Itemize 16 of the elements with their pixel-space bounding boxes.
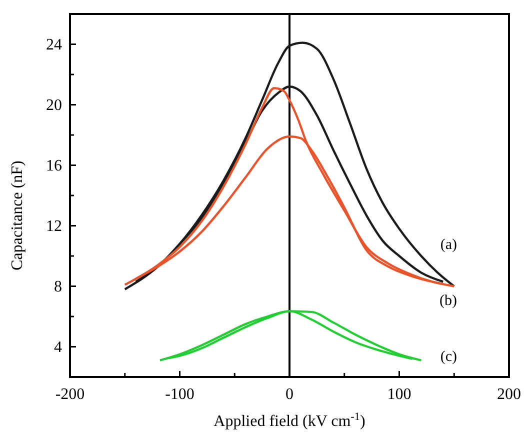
- y-tick-label: 4: [54, 338, 62, 356]
- y-tick-label: 20: [46, 96, 62, 114]
- annotation: (c): [440, 349, 457, 365]
- x-tick-label: 0: [286, 386, 294, 403]
- y-tick-label: 8: [54, 278, 62, 296]
- x-tick-label: 200: [497, 386, 521, 403]
- y-axis-title: Capacitance (nF): [9, 160, 26, 270]
- x-tick-label: -200: [55, 386, 85, 403]
- x-tick-label: 100: [387, 386, 412, 403]
- y-tick-label: 24: [46, 36, 62, 54]
- y-tick-label: 12: [46, 218, 62, 235]
- y-tick-label: 16: [46, 157, 62, 174]
- annotation: (a): [440, 237, 457, 253]
- x-tick-label: -100: [165, 386, 194, 403]
- annotation: (b): [440, 293, 457, 309]
- x-axis-title: Applied field (kV cm$^{-1}$): [214, 411, 366, 430]
